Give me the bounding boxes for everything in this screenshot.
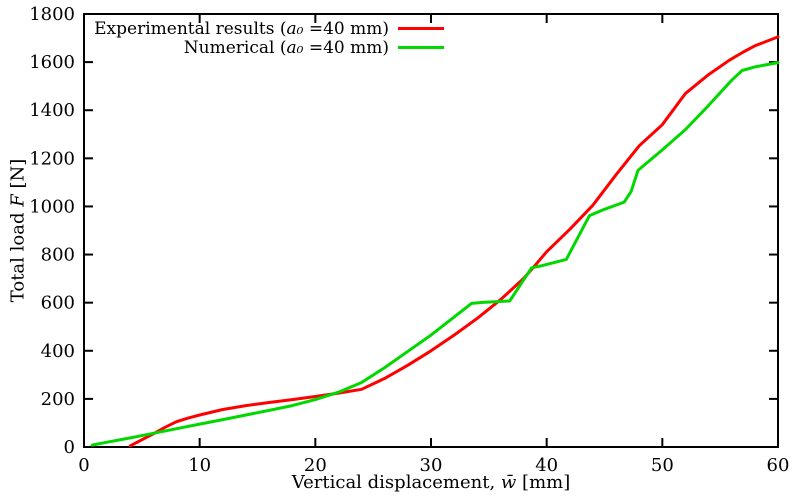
x-tick-label: 60 <box>767 455 790 476</box>
x-tick-label: 50 <box>651 455 674 476</box>
legend-label-experimental-var: a₀ <box>286 18 304 39</box>
legend-label-experimental-prefix: Experimental results ( <box>94 18 287 39</box>
legend-item-experimental: Experimental results (a₀ =40 mm) <box>90 18 444 39</box>
legend-item-numerical: Numerical (a₀ =40 mm) <box>90 37 444 58</box>
x-axis-title-symbol: w̄ <box>500 472 517 493</box>
y-tick-label: 1200 <box>29 148 75 169</box>
y-tick-label: 1800 <box>29 4 75 25</box>
legend-label-numerical-var: a₀ <box>286 37 304 58</box>
series-line-numerical <box>90 61 780 447</box>
x-tick-label: 40 <box>535 455 558 476</box>
y-axis-title-suffix: [N] <box>7 158 29 195</box>
x-axis-title-suffix: [mm] <box>516 472 571 493</box>
y-tick-label: 400 <box>41 341 75 362</box>
legend-line-sample-numerical <box>398 46 444 49</box>
y-tick-label: 1000 <box>29 196 75 217</box>
y-tick-label: 800 <box>41 245 75 266</box>
y-axis-title-prefix: Total load <box>7 206 29 303</box>
x-tick-label: 20 <box>304 455 327 476</box>
legend-label-numerical-prefix: Numerical ( <box>183 37 287 58</box>
x-axis-title-prefix: Vertical displacement, <box>291 472 501 493</box>
y-axis-title: Total load F [N] <box>0 14 36 447</box>
y-axis-title-symbol: F <box>7 194 29 207</box>
legend-line-sample-experimental <box>398 27 444 30</box>
legend-label-experimental-suffix: =40 mm) <box>303 18 389 39</box>
x-axis-title: Vertical displacement, w̄ [mm] <box>84 472 778 493</box>
y-tick-label: 0 <box>64 437 75 458</box>
x-tick-label: 10 <box>188 455 211 476</box>
series-line-experimental <box>128 35 780 448</box>
plot-border <box>83 13 779 448</box>
y-tick-label: 1600 <box>29 52 75 73</box>
x-tick-label: 0 <box>78 455 89 476</box>
legend: Experimental results (a₀ =40 mm) Numeric… <box>90 18 444 58</box>
x-tick-label: 30 <box>420 455 443 476</box>
y-tick-label: 600 <box>41 293 75 314</box>
y-tick-label: 1400 <box>29 100 75 121</box>
legend-label-numerical-suffix: =40 mm) <box>303 37 389 58</box>
y-tick-label: 200 <box>41 389 75 410</box>
